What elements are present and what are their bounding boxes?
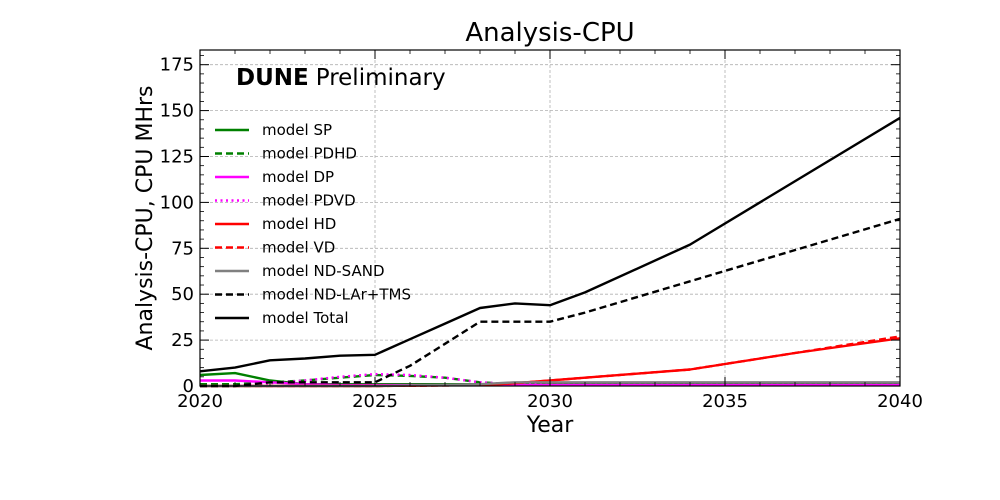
legend-label: model DP [262,168,334,186]
legend-label: model HD [262,215,336,233]
legend-label: model PDVD [262,192,356,210]
dune-preliminary-label: DUNE Preliminary [236,65,446,91]
dune-label: DUNE [236,65,309,91]
series-line-model-total [199,116,901,373]
y-tick-label: 175 [160,55,194,76]
y-tick-label: 25 [171,330,194,351]
x-tick-label: 2025 [352,391,398,412]
series-line-model-nd-lar-tms [200,217,901,388]
y-tick-label: 125 [160,146,194,167]
y-tick-label: 150 [160,101,194,122]
x-tick-label: 2035 [702,391,748,412]
grid-lines [200,50,900,386]
legend-label: model VD [262,239,335,257]
y-tick-label: 0 [183,376,194,397]
x-tick-label: 2030 [527,391,573,412]
legend-label: model ND-SAND [262,262,385,280]
series-line-model-pdvd [200,372,900,388]
legend-label: model SP [262,121,332,139]
x-tick-label: 2020 [177,391,223,412]
chart-title: Analysis-CPU [465,18,634,48]
y-axis-label: Analysis-CPU, CPU MHrs [133,85,158,350]
y-tick-label: 50 [171,284,194,305]
legend: model SP model PDHD model DP model PDVD mode… [215,121,411,327]
legend-label: model PDHD [262,145,357,163]
x-axis-label: Year [526,413,575,438]
preliminary-label: Preliminary [316,65,446,91]
legend-label: model Total [262,309,349,327]
y-tick-label: 100 [160,192,194,213]
y-tick-label: 75 [171,238,194,259]
x-tick-label: 2040 [877,391,923,412]
axis-ticks: 2020 2025 2030 2035 2040 0 25 50 75 100 125 150 175 [160,50,923,412]
legend-label: model ND-LAr+TMS [262,286,411,304]
